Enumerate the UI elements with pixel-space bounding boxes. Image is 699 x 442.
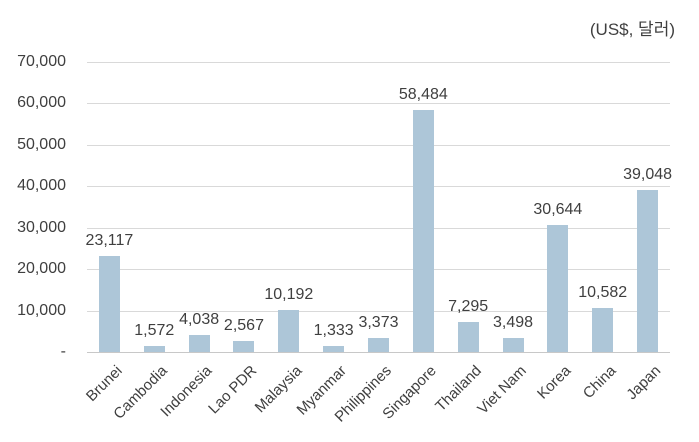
bar-value-label: 7,295 [448,297,489,315]
bar-indonesia [188,335,210,352]
bar-slot-viet-nam: 3,498 [491,62,536,352]
bar-philippines [367,338,389,352]
y-axis: 70,000 60,000 50,000 40,000 30,000 20,000 10,0… [0,53,66,360]
gridline [87,103,670,105]
bar-korea [547,225,569,352]
x-label-viet-nam: Viet Nam [473,362,530,418]
bar-slot-malaysia: 10,192 [264,62,314,352]
bar-thailand [457,321,479,352]
bar-value-label: 1,572 [134,321,175,339]
y-tick-label: 70,000 [17,53,66,70]
bar-slot-lao-pdr: 2,567 [222,62,267,352]
bar-slot-korea: 30,644 [533,62,583,352]
gridline [87,186,670,188]
bar-value-label: 10,192 [264,285,314,303]
bar-slot-thailand: 7,295 [446,62,491,352]
gridline [87,227,670,229]
x-label-china: China [579,362,620,403]
x-axis-baseline [87,352,670,353]
y-tick-label: - [60,343,66,360]
bar-slot-cambodia: 1,572 [132,62,177,352]
unit-label: (US$, 달러) [589,20,675,39]
bar-china [592,308,614,352]
bar-value-label: 23,117 [85,232,134,250]
bar-slot-philippines: 3,373 [356,62,401,352]
gridline [87,269,670,271]
bar-cambodia [143,345,165,352]
bar-japan [637,190,659,352]
y-tick-label: 10,000 [17,301,66,319]
y-tick-label: 20,000 [17,260,66,278]
y-tick-label: 50,000 [17,135,66,153]
bar-value-label: 3,498 [492,313,534,331]
bar-slot-indonesia: 4,038 [177,62,222,352]
bar-value-label: 1,333 [313,322,354,340]
bar-singapore [412,109,434,352]
bar-malaysia [278,309,300,352]
bar-slot-brunei: 23,117 [85,62,134,352]
plot-area: 23,117 1,572 4,038 2,567 10,192 1,333 3,373 58,… [85,62,673,353]
gridline [87,310,670,312]
bar-value-label: 2,567 [223,317,264,335]
y-tick-label: 30,000 [17,218,66,236]
x-label-lao-pdr: Lao PDR [205,362,261,418]
bar-slot-myanmar: 1,333 [311,62,356,352]
gridline [87,144,670,146]
bar-slot-japan: 39,048 [623,62,673,352]
x-label-brunei: Brunei [83,362,126,405]
x-axis: Brunei Cambodia Indonesia Lao PDR Malaysia My… [83,353,670,442]
gridline [87,62,670,63]
y-tick-label: 60,000 [17,94,66,112]
bar-value-label: 39,048 [623,166,673,184]
bar-value-label: 58,484 [398,85,448,103]
bar-value-label: 10,582 [578,284,628,302]
x-label-korea: Korea [533,362,575,403]
bar-lao-pdr [233,341,255,352]
bar-myanmar [323,346,345,352]
bar-slot-singapore: 58,484 [398,62,448,352]
bar-value-label: 30,644 [533,201,583,219]
bar-brunei [98,256,120,352]
bar-value-label: 4,038 [179,311,220,329]
bar-slot-china: 10,582 [578,62,628,352]
bar-value-label: 3,373 [358,314,399,332]
x-label-japan: Japan [622,362,664,404]
bars: 23,117 1,572 4,038 2,567 10,192 1,333 3,373 58,… [85,62,673,352]
bar-viet-nam [502,337,524,352]
y-tick-label: 40,000 [17,177,66,195]
